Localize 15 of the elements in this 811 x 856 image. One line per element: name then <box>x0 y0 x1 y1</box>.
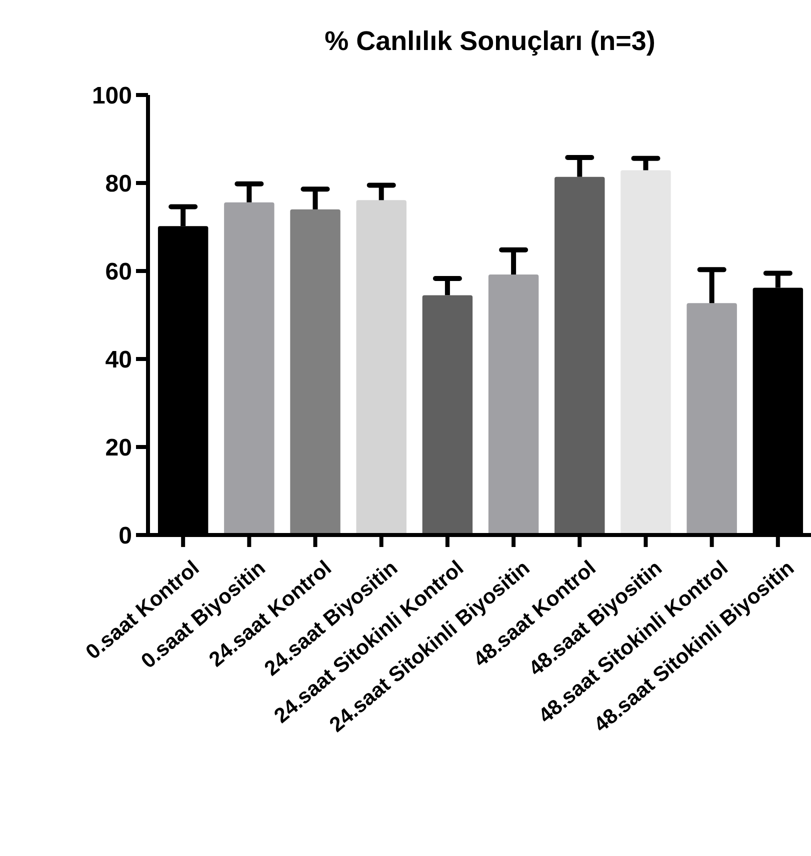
bar <box>422 295 473 535</box>
y-tick-label: 40 <box>105 346 132 374</box>
chart-title: % Canlılık Sonuçları (n=3) <box>324 26 656 56</box>
bar <box>686 303 737 535</box>
y-tick-label: 0 <box>118 522 132 550</box>
bar <box>224 202 274 535</box>
bar <box>554 176 605 535</box>
y-tick-label: 80 <box>105 170 132 198</box>
bar <box>356 200 406 535</box>
y-tick-label: 100 <box>92 82 132 110</box>
bar <box>290 209 340 535</box>
bar <box>488 274 539 535</box>
y-tick-label: 60 <box>105 258 132 286</box>
bar <box>620 170 671 535</box>
y-tick-label: 20 <box>105 434 132 462</box>
